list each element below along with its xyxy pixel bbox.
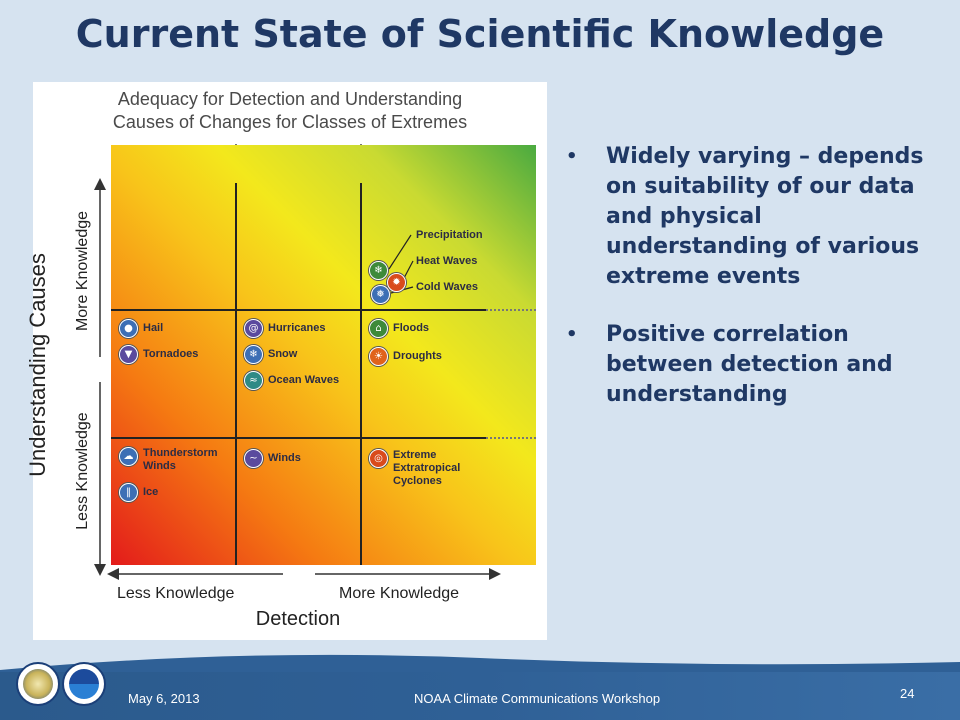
label-ocean-waves: Ocean Waves	[268, 374, 340, 386]
tornado-icon: ▼	[119, 345, 138, 364]
ice-icon: ‖	[119, 483, 138, 502]
bullet-list: • Widely varying – depends on suitabilit…	[566, 142, 936, 438]
item-ice: ‖ Ice	[119, 483, 158, 502]
label-hurricanes: Hurricanes	[268, 322, 326, 334]
y-axis-upper-label: More Knowledge	[74, 210, 91, 332]
noaa-emblem	[69, 669, 99, 699]
label-cold-waves: Cold Waves	[416, 281, 478, 293]
x-axis-left-label: Less Knowledge	[117, 585, 235, 602]
wave-icon: ≈	[244, 371, 263, 390]
dotted-divider-right-upper	[486, 309, 536, 311]
label-droughts: Droughts	[393, 350, 442, 362]
y-axis-title: Understanding Causes	[25, 253, 50, 477]
diagram-title-line-1: Adequacy for Detection and Understanding	[117, 89, 463, 109]
extremes-knowledge-diagram: Adequacy for Detection and Understanding…	[25, 82, 547, 640]
knowledge-grid: ❄ ✹ ❅ Precipitation Heat Waves Cold Wave…	[111, 145, 536, 565]
diagram-title-line-2: Causes of Changes for Classes of Extreme…	[112, 112, 468, 132]
y-axis-lower-label: Less Knowledge	[74, 412, 91, 530]
label-thunderstorm-winds: Thunderstorm Winds	[143, 447, 218, 473]
label-extratropical-line-2: Extratropical	[393, 462, 461, 474]
label-precipitation: Precipitation	[416, 229, 483, 241]
noaa-logo	[62, 662, 106, 706]
bullet-item-1: • Widely varying – depends on suitabilit…	[566, 142, 936, 292]
label-thunderstorm-line-1: Thunderstorm	[143, 447, 218, 459]
grid-divider-horizontal-2	[111, 437, 486, 439]
label-hail: Hail	[143, 322, 164, 334]
grid-divider-vertical-1	[235, 183, 237, 565]
label-extratropical-cyclones: Extreme Extratropical Cyclones	[393, 449, 460, 488]
footer-event: NOAA Climate Communications Workshop	[414, 691, 661, 706]
x-axis-right-label: More Knowledge	[339, 585, 460, 602]
bullet-text-1: Widely varying – depends on suitability …	[606, 144, 924, 289]
item-extratropical-cyclones: ◎ Extreme Extratropical Cyclones	[369, 449, 460, 488]
bullet-item-2: • Positive correlation between detection…	[566, 320, 936, 410]
dotted-divider-right-lower	[486, 437, 536, 439]
item-droughts: ☀ Droughts	[369, 347, 442, 366]
commerce-seal-emblem	[23, 669, 53, 699]
flood-icon: ⌂	[369, 319, 388, 338]
label-snow: Snow	[268, 348, 298, 360]
commerce-seal-logo	[16, 662, 60, 706]
footer-bar	[0, 672, 960, 720]
label-ice: Ice	[143, 486, 159, 498]
cyclone-icon: ◎	[369, 449, 388, 468]
snowflake-icon: ❄	[244, 345, 263, 364]
label-tornadoes: Tornadoes	[143, 348, 199, 360]
bullet-text-2: Positive correlation between detection a…	[606, 322, 893, 407]
hail-icon: ●	[119, 319, 138, 338]
label-thunderstorm-line-2: Winds	[143, 460, 176, 472]
label-extratropical-line-3: Cyclones	[393, 475, 442, 487]
thunderstorm-icon: ☁	[119, 447, 138, 466]
footer-date: May 6, 2013	[128, 691, 200, 706]
item-ocean-waves: ≈ Ocean Waves	[244, 371, 339, 390]
drought-icon: ☀	[369, 347, 388, 366]
label-winds: Winds	[268, 452, 301, 464]
item-hail: ● Hail	[119, 319, 163, 338]
bullet-marker: •	[566, 324, 578, 345]
hurricane-icon: @	[244, 319, 263, 338]
snowflake-icon: ❅	[371, 285, 390, 304]
label-floods: Floods	[393, 322, 430, 334]
bullet-marker: •	[566, 146, 578, 167]
precipitation-icon: ❄	[369, 261, 388, 280]
page-number: 24	[900, 686, 915, 701]
label-heat-waves: Heat Waves	[416, 255, 478, 267]
grid-divider-horizontal-1	[111, 309, 486, 311]
label-extratropical-line-1: Extreme	[393, 449, 437, 461]
x-axis-title: Detection	[255, 608, 341, 630]
wind-icon: ~	[244, 449, 263, 468]
item-snow: ❄ Snow	[244, 345, 297, 364]
item-winds: ~ Winds	[244, 449, 301, 468]
sun-icon: ✹	[387, 273, 406, 292]
grid-divider-vertical-2	[360, 183, 362, 565]
item-hurricanes: @ Hurricanes	[244, 319, 325, 338]
item-tornadoes: ▼ Tornadoes	[119, 345, 198, 364]
diagram-title: Adequacy for Detection and Understanding…	[33, 88, 547, 134]
item-floods: ⌂ Floods	[369, 319, 429, 338]
slide-title: Current State of Scientific Knowledge	[75, 12, 885, 56]
item-thunderstorm-winds: ☁ Thunderstorm Winds	[119, 447, 218, 473]
